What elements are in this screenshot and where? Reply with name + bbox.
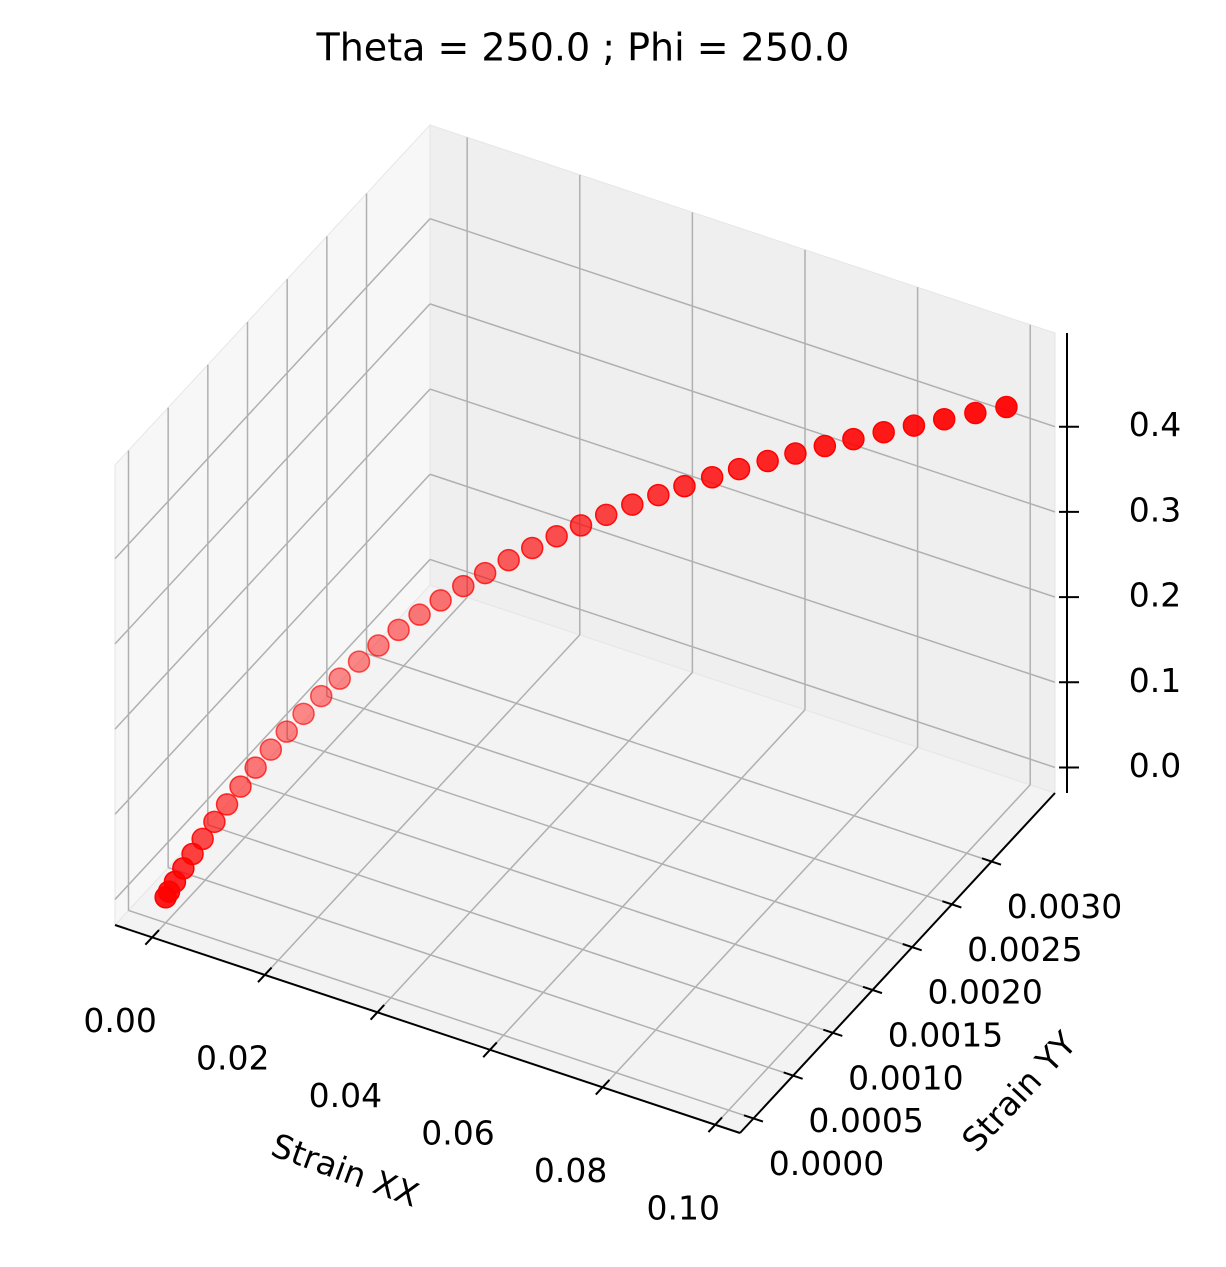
grid-line xyxy=(114,558,431,900)
point xyxy=(756,449,779,473)
grid-line xyxy=(714,784,1031,1126)
y-tick xyxy=(783,1071,803,1080)
grid-line xyxy=(429,473,1056,683)
x-tick-label: 0.04 xyxy=(309,1076,382,1115)
x-tick xyxy=(482,1041,498,1058)
grid-line xyxy=(114,388,431,730)
point xyxy=(594,503,618,527)
grid-line xyxy=(376,671,693,1013)
y-tick-label: 0.0000 xyxy=(769,1144,884,1183)
point xyxy=(328,667,351,690)
point xyxy=(429,589,452,612)
x-tick-label: 0.02 xyxy=(196,1038,269,1077)
point xyxy=(727,457,751,481)
y-tick xyxy=(823,1028,843,1037)
z-tick-label: 0.3 xyxy=(1129,490,1181,529)
grid-line xyxy=(429,558,1056,769)
point xyxy=(309,684,333,708)
point xyxy=(473,561,497,585)
point xyxy=(842,427,865,451)
grid-line xyxy=(247,781,873,991)
y-tick-label: 0.0005 xyxy=(808,1101,923,1140)
point xyxy=(203,810,226,834)
x-tick xyxy=(369,1004,385,1021)
x-tick-label: 0.08 xyxy=(534,1151,607,1190)
point xyxy=(520,536,544,560)
z-tick-label: 0.1 xyxy=(1129,661,1181,700)
point xyxy=(700,466,724,489)
y-tick-label: 0.0010 xyxy=(848,1058,963,1097)
grid-line xyxy=(489,709,806,1051)
z-tick-label: 0.4 xyxy=(1129,405,1181,444)
x-tick xyxy=(257,966,273,983)
chart-title: Theta = 250.0 ; Phi = 250.0 xyxy=(316,26,850,70)
z-tick-label: 0.2 xyxy=(1129,576,1181,615)
y-tick-label: 0.0030 xyxy=(1007,887,1122,926)
grid-line xyxy=(286,738,913,948)
point xyxy=(275,720,298,743)
point xyxy=(995,395,1018,419)
grid-line xyxy=(114,218,431,560)
x-axis-label: Strain XX xyxy=(266,1126,424,1215)
point xyxy=(545,525,568,548)
point xyxy=(191,827,214,851)
y-tick xyxy=(862,985,883,995)
point xyxy=(452,574,475,598)
grid-line xyxy=(429,217,1056,428)
y-tick xyxy=(902,943,922,952)
x-axis-line xyxy=(114,924,741,1134)
y-tick xyxy=(981,857,1002,866)
x-tick-label: 0.00 xyxy=(83,1001,156,1040)
point xyxy=(673,474,696,498)
grid-line xyxy=(167,866,794,1077)
point xyxy=(229,775,252,798)
point xyxy=(569,514,593,537)
y-tick-label: 0.0025 xyxy=(967,930,1082,969)
grid-line xyxy=(429,303,1056,513)
point xyxy=(964,401,987,425)
grid-line xyxy=(207,824,834,1034)
x-tick-label: 0.10 xyxy=(646,1188,719,1227)
grid-line xyxy=(128,909,754,1120)
point xyxy=(387,618,410,642)
grid-line xyxy=(264,634,581,976)
point xyxy=(813,434,837,458)
grid-line xyxy=(429,388,1056,598)
point xyxy=(292,702,315,726)
point xyxy=(215,793,239,816)
x-tick xyxy=(595,1079,611,1096)
y-tick-label: 0.0020 xyxy=(927,973,1042,1012)
grid-line xyxy=(326,695,953,906)
grid-line xyxy=(114,473,431,815)
grid-line xyxy=(114,303,431,645)
point xyxy=(244,756,267,779)
grid-line xyxy=(602,746,919,1088)
point xyxy=(932,407,956,431)
grid-line xyxy=(366,652,992,863)
point xyxy=(367,634,390,657)
point xyxy=(784,442,807,465)
y-tick-label: 0.0015 xyxy=(888,1015,1003,1054)
z-tick-label: 0.0 xyxy=(1129,746,1181,785)
point xyxy=(902,414,926,437)
point xyxy=(497,548,520,572)
point xyxy=(347,650,371,673)
point xyxy=(647,483,670,507)
point xyxy=(621,493,644,516)
y-tick xyxy=(942,900,962,909)
point xyxy=(408,603,431,626)
point xyxy=(259,738,283,761)
point xyxy=(872,420,895,444)
x-tick xyxy=(707,1116,723,1133)
x-tick-label: 0.06 xyxy=(421,1113,494,1152)
y-tick xyxy=(743,1114,764,1123)
grid-line xyxy=(151,596,468,938)
x-tick xyxy=(144,929,160,946)
